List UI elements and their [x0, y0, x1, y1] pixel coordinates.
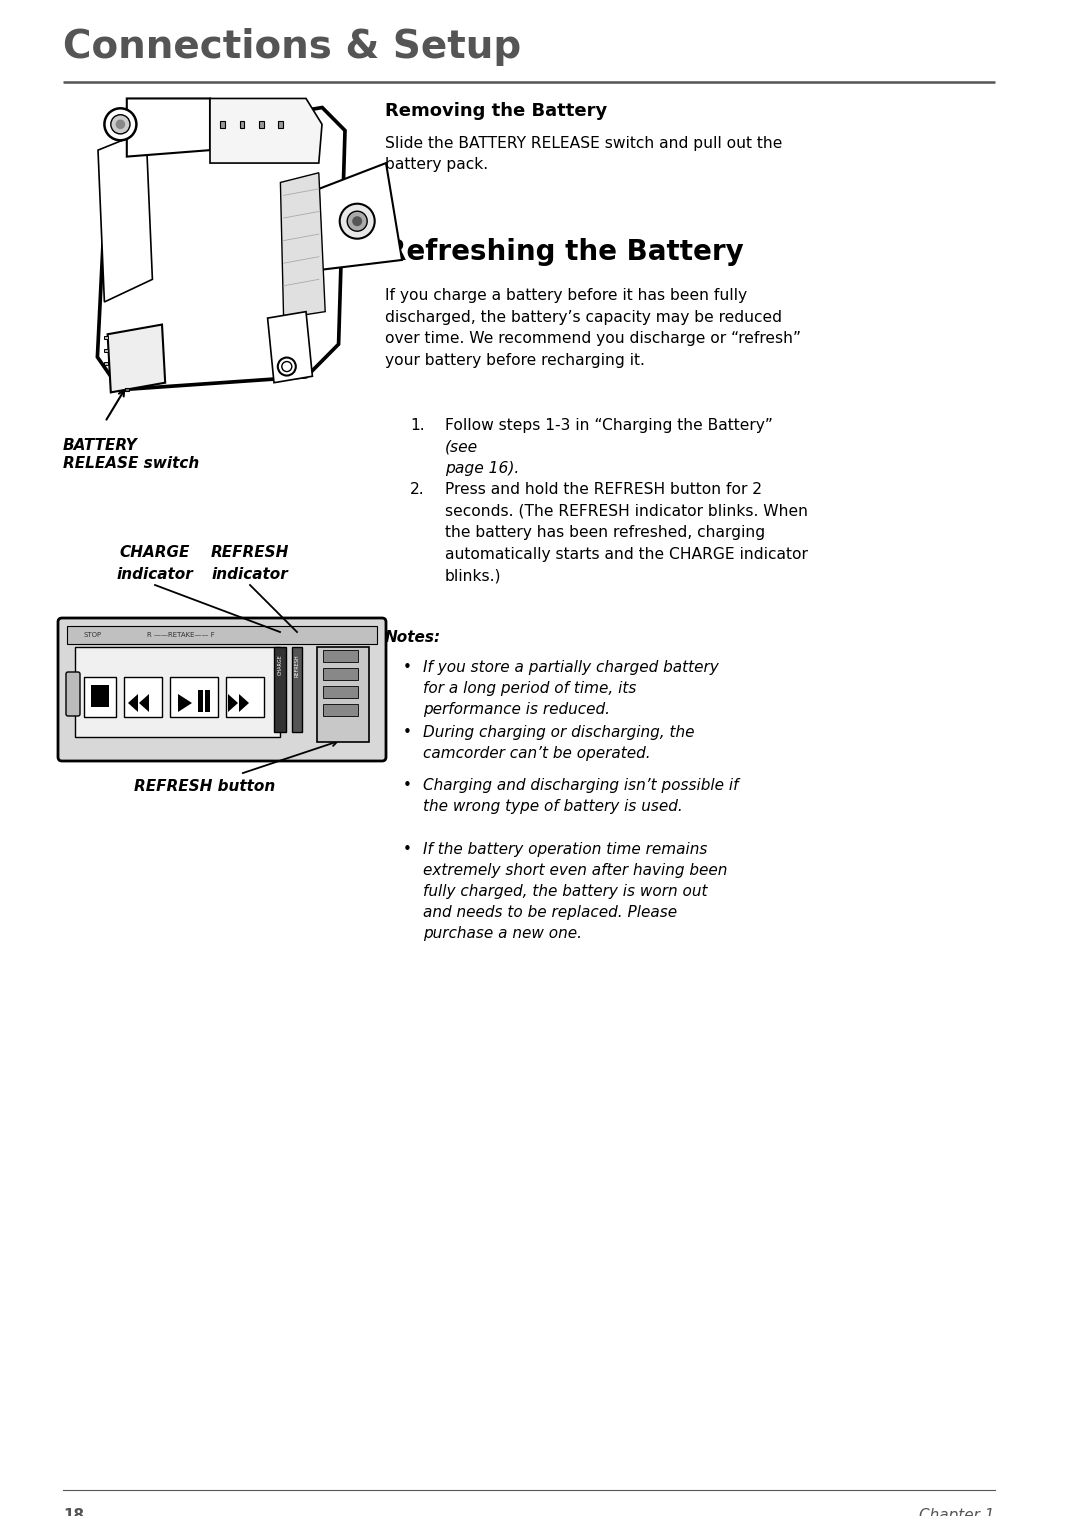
Bar [318, 647, 369, 741]
Circle shape [352, 217, 362, 226]
Text: Slide the BATTERY RELEASE switch and pull out the
battery pack.: Slide the BATTERY RELEASE switch and pul… [384, 136, 782, 171]
Bar [220, 121, 226, 129]
Polygon shape [129, 694, 138, 713]
Text: If you store a partially charged battery
for a long period of time, its
performa: If you store a partially charged battery… [423, 659, 719, 717]
Bar [226, 678, 264, 717]
Text: Chapter 1: Chapter 1 [919, 1508, 995, 1516]
Bar [240, 121, 244, 129]
Circle shape [111, 115, 130, 133]
Text: indicator: indicator [212, 567, 288, 582]
Text: If you charge a battery before it has been fully
discharged, the battery’s capac: If you charge a battery before it has be… [384, 288, 801, 368]
Text: BATTERY: BATTERY [63, 438, 138, 453]
Bar [323, 687, 357, 697]
Text: RELEASE switch: RELEASE switch [63, 456, 199, 471]
Polygon shape [178, 694, 192, 713]
Circle shape [105, 108, 136, 141]
Text: Connections & Setup: Connections & Setup [63, 27, 522, 67]
Text: If the battery operation time remains
extremely short even after having been
ful: If the battery operation time remains ex… [423, 841, 727, 941]
Text: REFRESH button: REFRESH button [134, 779, 275, 794]
Text: CHARGE: CHARGE [278, 653, 283, 675]
Polygon shape [126, 99, 210, 156]
Polygon shape [228, 694, 238, 713]
Text: CHARGE: CHARGE [120, 544, 190, 559]
Bar [104, 349, 108, 352]
Text: Press and hold the REFRESH button for 2
seconds. (The REFRESH indicator blinks. : Press and hold the REFRESH button for 2 … [445, 482, 808, 584]
Text: Removing the Battery: Removing the Battery [384, 102, 607, 120]
Polygon shape [281, 173, 325, 318]
Text: •: • [403, 659, 411, 675]
Text: Charging and discharging isn’t possible if
the wrong type of battery is used.: Charging and discharging isn’t possible … [423, 778, 739, 814]
Text: 1.: 1. [410, 418, 424, 434]
Bar [170, 678, 218, 717]
Bar [323, 650, 357, 662]
Bar [67, 626, 377, 644]
Polygon shape [210, 99, 322, 164]
Polygon shape [108, 324, 165, 393]
Bar [84, 678, 116, 717]
FancyBboxPatch shape [58, 619, 386, 761]
Text: •: • [403, 778, 411, 793]
Circle shape [340, 203, 375, 238]
Polygon shape [319, 164, 402, 270]
Bar [75, 647, 280, 737]
Bar [259, 121, 264, 129]
Polygon shape [98, 108, 345, 390]
Bar [292, 647, 302, 732]
Text: REFRESH: REFRESH [295, 653, 299, 676]
Text: indicator: indicator [117, 567, 193, 582]
Text: 2.: 2. [410, 482, 424, 497]
Bar [198, 690, 203, 713]
Text: Notes:: Notes: [384, 631, 441, 644]
Circle shape [282, 361, 292, 371]
Text: Follow steps 1-3 in “Charging the Battery”: Follow steps 1-3 in “Charging the Batter… [445, 418, 778, 434]
Text: Refreshing the Battery: Refreshing the Battery [384, 238, 744, 265]
Polygon shape [239, 694, 249, 713]
Text: During charging or discharging, the
camcorder can’t be operated.: During charging or discharging, the camc… [423, 725, 694, 761]
Bar [323, 669, 357, 681]
Text: •: • [403, 841, 411, 857]
Bar [124, 678, 162, 717]
Polygon shape [139, 694, 149, 713]
Bar [125, 388, 129, 391]
FancyBboxPatch shape [66, 672, 80, 716]
Text: STOP: STOP [84, 632, 103, 638]
Polygon shape [98, 130, 152, 302]
Bar [274, 647, 286, 732]
Bar [104, 362, 108, 365]
Text: REFRESH: REFRESH [211, 544, 289, 559]
Text: 18: 18 [63, 1508, 84, 1516]
Circle shape [116, 120, 125, 129]
Bar [205, 690, 210, 713]
Bar [278, 121, 283, 129]
Text: R ——RETAKE—— F: R ——RETAKE—— F [147, 632, 215, 638]
Polygon shape [268, 312, 312, 382]
Text: (see
page 16).: (see page 16). [445, 440, 519, 476]
Bar [323, 703, 357, 716]
Bar [104, 337, 108, 340]
Bar [91, 685, 109, 706]
Circle shape [347, 211, 367, 232]
Text: •: • [403, 725, 411, 740]
